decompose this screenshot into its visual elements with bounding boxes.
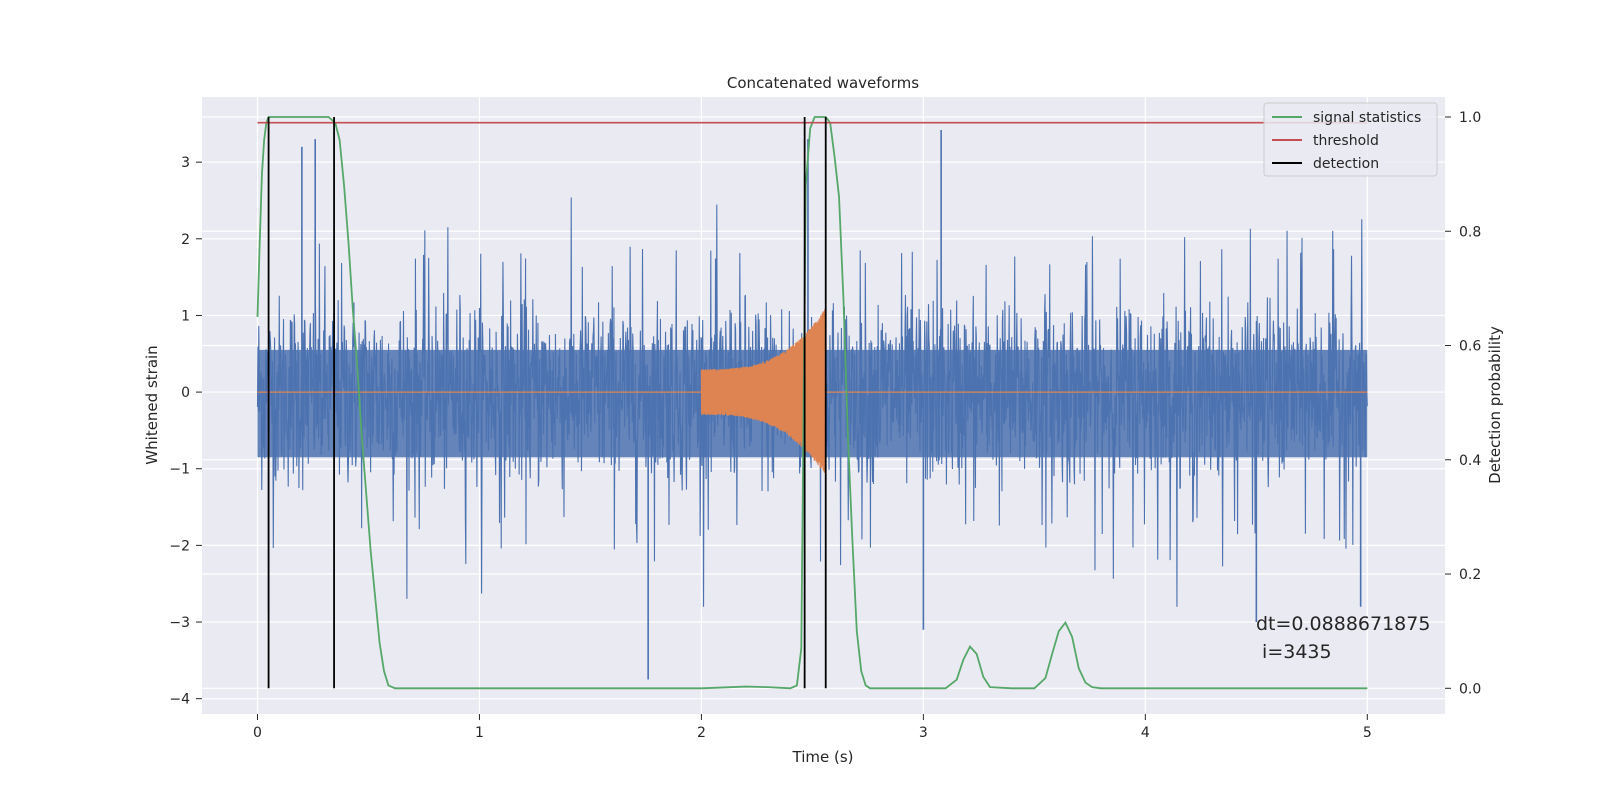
legend-box [1263,102,1438,177]
y-tick-label: −4 [169,692,190,708]
y-tick-label: −3 [169,615,190,631]
legend-label-detection: detection [1313,156,1379,172]
y2-tick-label: 0.8 [1459,224,1481,240]
y-tick-label: 1 [181,308,190,324]
x-tick-label: 2 [697,725,706,741]
y2-tick-label: 1.0 [1459,110,1481,126]
y-tick-label: 3 [181,155,190,171]
y-axis-left: 3 2 1 0 −1 −2 −3 −4 [169,155,202,708]
x-tick-label: 0 [253,725,262,741]
y-axis-right-title: Detection probability [1486,326,1504,484]
y-axis-right: 1.0 0.8 0.6 0.4 0.2 0.0 [1445,110,1481,697]
legend-label-threshold: threshold [1313,133,1379,149]
x-axis: 0 1 2 3 4 5 [253,714,1372,741]
y2-tick-label: 0.2 [1459,567,1481,583]
x-tick-label: 4 [1141,725,1150,741]
legend-label-signal-statistics: signal statistics [1313,110,1421,126]
x-tick-label: 3 [919,725,928,741]
y-tick-label: 0 [181,385,190,401]
y-axis-title: Whitened strain [143,345,161,464]
y2-tick-label: 0.6 [1459,339,1481,355]
x-tick-label: 5 [1363,725,1372,741]
y2-tick-label: 0.4 [1459,453,1481,469]
y-tick-label: −1 [169,462,190,478]
chart-title: Concatenated waveforms [727,74,919,92]
legend: signal statistics threshold detection [1263,102,1438,177]
x-axis-title: Time (s) [792,748,854,766]
x-tick-label: 1 [475,725,484,741]
y-tick-label: −2 [169,538,190,554]
y-tick-label: 2 [181,232,190,248]
annotation-dt: dt=0.0888671875 [1256,613,1430,635]
y2-tick-label: 0.0 [1459,681,1481,697]
plot-area [256,116,1368,690]
annotation-index: i=3435 [1256,641,1332,663]
